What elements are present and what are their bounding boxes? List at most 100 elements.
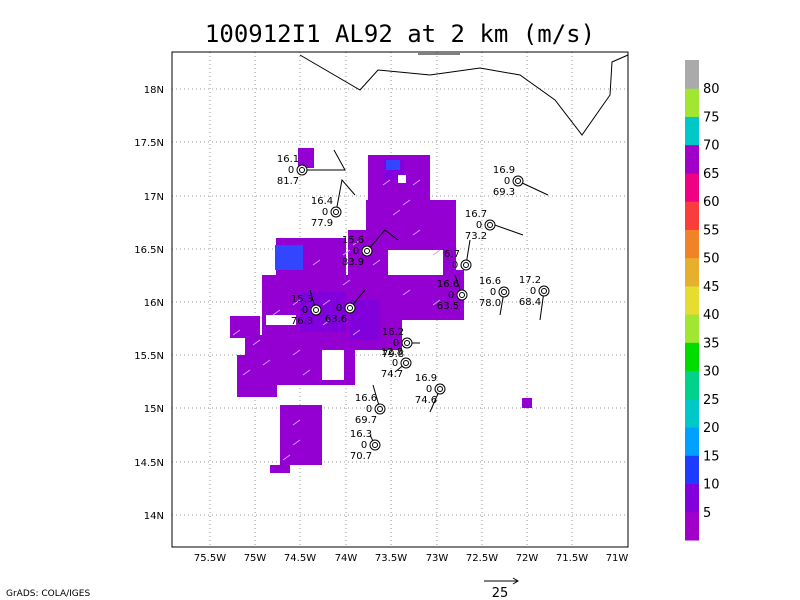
station-zero: 0	[336, 303, 342, 314]
station-bottom-value: 83.9	[342, 257, 364, 268]
colorbar-label: 5	[703, 506, 711, 521]
station-marker: 06.7	[444, 239, 472, 271]
station-zero: 0	[530, 286, 536, 297]
station-marker: 016.4 77.9	[311, 178, 356, 229]
station-circle	[498, 286, 510, 298]
station-top-value: 16.6	[479, 276, 501, 287]
colorbar-label: 70	[703, 139, 720, 154]
station-circle	[484, 219, 496, 231]
colorbar-swatch	[685, 257, 699, 287]
station-circle	[463, 262, 469, 268]
wind-vector	[312, 259, 321, 266]
lon-tick-label: 75W	[244, 553, 267, 564]
station-circle	[459, 292, 465, 298]
colorbar-swatch	[685, 511, 699, 541]
colorbar-swatch	[685, 88, 699, 117]
colorbar-label: 75	[703, 110, 720, 125]
lat-tick-label: 16N	[144, 298, 164, 309]
lon-tick-label: 73.5W	[375, 553, 407, 564]
wind-speed-shading	[230, 148, 532, 473]
station-zero: 0	[504, 176, 510, 187]
station-zero: 0	[302, 305, 308, 316]
station-marker: 017.2 68.4	[519, 275, 550, 321]
lat-tick-label: 17N	[144, 192, 164, 203]
wind-vector	[412, 229, 421, 236]
colorbar-label: 45	[703, 280, 720, 295]
wind-vector	[432, 249, 441, 256]
station-top-value: 16.1	[277, 154, 299, 165]
colorbar-label: 60	[703, 195, 720, 210]
station-circle	[310, 304, 322, 316]
station-top-value: 16.6	[437, 279, 459, 290]
wind-vector	[342, 279, 351, 286]
station-marker: 016.2 79.8	[382, 327, 420, 360]
station-bottom-value: 69.7	[355, 415, 377, 426]
station-marker: 016.6 69.7	[355, 384, 386, 426]
colorbar-swatch	[685, 201, 699, 230]
grads-credit: GrADS: COLA/IGES	[6, 589, 90, 599]
station-zero: 0	[392, 358, 398, 369]
station-marker: 016.9 69.3	[493, 165, 549, 198]
station-top-value: 12.8	[381, 347, 403, 358]
station-zero: 0	[322, 207, 328, 218]
lon-tick-label: 71.5W	[556, 553, 588, 564]
wind-vector	[292, 299, 301, 306]
station-circle	[487, 222, 493, 228]
wind-vector	[382, 179, 391, 186]
wind-barb	[366, 229, 399, 252]
station-circle	[456, 289, 468, 301]
wind-vector	[352, 329, 361, 336]
station-top-value: 16.6	[355, 393, 377, 404]
station-top-value: 16.2	[382, 327, 404, 338]
station-top-value: 16.3	[350, 429, 372, 440]
station-circle	[361, 245, 373, 257]
station-zero: 0	[361, 440, 367, 451]
station-zero: 0	[353, 246, 359, 257]
colorbar-swatch	[685, 116, 699, 146]
station-top-value: 6.7	[444, 249, 460, 260]
station-bottom-value: 79.8	[382, 349, 404, 360]
lon-tick-label: 71W	[606, 553, 629, 564]
colorbar-label: 65	[703, 167, 720, 182]
scale-vector-label: 25	[492, 586, 509, 600]
station-circle	[364, 248, 370, 254]
station-circle	[512, 175, 524, 187]
station-marker: 015.3 76.3	[291, 289, 322, 327]
station-zero: 0	[490, 287, 496, 298]
colorbar: 5 10 15 20 25 30 35 40 45 50 55 60 65 70 75 80	[685, 60, 720, 541]
station-circle	[333, 209, 339, 215]
station-marker: 015.6 83.9	[342, 229, 399, 268]
colorbar-label: 20	[703, 421, 720, 436]
station-marker: 016.1 81.7	[277, 149, 346, 187]
colorbar-swatch	[685, 60, 699, 89]
station-top-value: 16.4	[311, 196, 333, 207]
station-bottom-value: 70.7	[350, 451, 372, 462]
station-bottom-value: 76.3	[291, 316, 313, 327]
lat-tick-label: 15N	[144, 404, 164, 415]
station-bottom-value: 63.6	[325, 314, 347, 325]
lon-tick-labels: 75.5W 75W 74.5W 74W 73.5W 73W 72.5W 72W …	[194, 553, 628, 564]
wind-vectors	[232, 179, 441, 461]
colorbar-swatch	[685, 144, 699, 174]
colorbar-label: 55	[703, 223, 720, 238]
lat-tick-label: 18N	[144, 85, 164, 96]
lat-tick-label: 14N	[144, 511, 164, 522]
wind-barb	[302, 149, 346, 171]
colorbar-swatch	[685, 427, 699, 456]
station-marker: 016.6 63.5	[437, 274, 468, 312]
lon-tick-label: 74.5W	[284, 553, 316, 564]
station-circle	[400, 357, 412, 369]
station-zero: 0	[426, 384, 432, 395]
station-zero: 0	[288, 165, 294, 176]
station-circle	[347, 305, 353, 311]
station-zero: 0	[393, 338, 399, 349]
station-circle	[460, 259, 472, 271]
station-zero: 0	[448, 290, 454, 301]
station-zero: 0	[476, 220, 482, 231]
wind-vector	[352, 239, 361, 246]
wind-vector	[292, 419, 301, 426]
station-zero: 0	[452, 260, 458, 271]
station-bottom-value: 81.7	[277, 176, 299, 187]
colorbar-swatch	[685, 370, 699, 400]
station-marker: 016.7 73.2	[465, 209, 524, 242]
